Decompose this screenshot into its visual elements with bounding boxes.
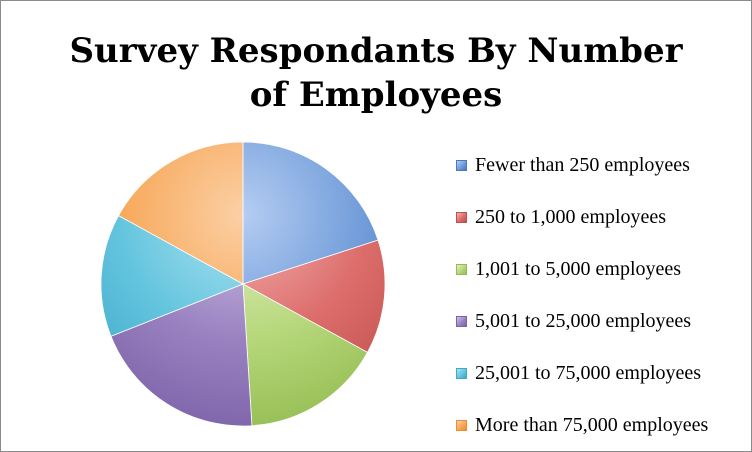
- legend-item: 5,001 to 25,000 employees: [456, 309, 691, 333]
- legend-item: 25,001 to 75,000 employees: [456, 361, 701, 385]
- legend-swatch: [456, 419, 467, 431]
- legend-swatch: [456, 263, 467, 275]
- chart-title: Survey Respondants By Number of Employee…: [69, 31, 683, 115]
- pie-slice: [242, 283, 368, 427]
- legend-label: More than 75,000 employees: [475, 413, 709, 436]
- legend-item: More than 75,000 employees: [456, 413, 708, 437]
- pie-slices: [100, 141, 386, 427]
- legend-label: 1,001 to 5,000 employees: [475, 257, 682, 280]
- pie-slice: [242, 141, 379, 285]
- legend-item: 1,001 to 5,000 employees: [456, 257, 681, 281]
- legend-label: 25,001 to 75,000 employees: [475, 361, 702, 384]
- legend-item: 250 to 1,000 employees: [456, 205, 666, 229]
- legend-swatch: [456, 367, 467, 379]
- legend-label: 5,001 to 25,000 employees: [475, 309, 692, 332]
- legend-swatch: [456, 315, 467, 327]
- pie-slice: [241, 239, 386, 353]
- legend-label: 250 to 1,000 employees: [475, 205, 667, 228]
- pie-slice: [110, 283, 253, 427]
- pie-slice: [100, 215, 244, 337]
- legend-item: Fewer than 250 employees: [456, 153, 690, 177]
- pie-slice: [118, 141, 244, 285]
- legend-swatch: [456, 211, 467, 223]
- legend-swatch: [456, 159, 467, 171]
- legend-label: Fewer than 250 employees: [475, 153, 690, 176]
